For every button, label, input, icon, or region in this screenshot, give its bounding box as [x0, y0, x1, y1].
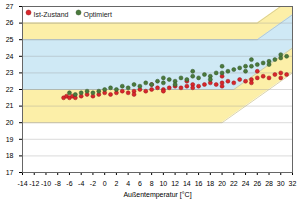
svg-text:17: 17: [6, 169, 14, 176]
svg-text:-12: -12: [29, 180, 39, 187]
svg-text:14: 14: [183, 180, 191, 187]
svg-text:-8: -8: [55, 180, 61, 187]
svg-text:24: 24: [6, 53, 14, 60]
svg-text:20: 20: [218, 180, 226, 187]
svg-text:21: 21: [6, 102, 14, 109]
svg-text:12: 12: [171, 180, 179, 187]
svg-text:2: 2: [114, 180, 118, 187]
svg-text:10: 10: [159, 180, 167, 187]
svg-text:22: 22: [6, 86, 14, 93]
svg-text:Ist-Zustand: Ist-Zustand: [34, 11, 69, 18]
svg-text:23: 23: [6, 69, 14, 76]
svg-text:8: 8: [150, 180, 154, 187]
svg-text:Außentemperatur [°C]: Außentemperatur [°C]: [123, 191, 191, 199]
svg-text:26: 26: [253, 180, 261, 187]
svg-text:18: 18: [6, 152, 14, 159]
svg-text:-10: -10: [41, 180, 51, 187]
svg-text:22: 22: [230, 180, 238, 187]
svg-text:26: 26: [6, 19, 14, 26]
svg-text:-6: -6: [66, 180, 72, 187]
svg-text:Optimiert: Optimiert: [84, 11, 112, 19]
svg-text:4: 4: [126, 180, 130, 187]
svg-text:30: 30: [277, 180, 285, 187]
svg-text:-2: -2: [90, 180, 96, 187]
svg-text:-4: -4: [78, 180, 84, 187]
svg-text:20: 20: [6, 119, 14, 126]
svg-text:19: 19: [6, 136, 14, 143]
svg-text:25: 25: [6, 36, 14, 43]
svg-text:6: 6: [138, 180, 142, 187]
svg-text:0: 0: [103, 180, 107, 187]
svg-text:-14: -14: [17, 180, 27, 187]
svg-text:28: 28: [265, 180, 273, 187]
svg-text:16: 16: [195, 180, 203, 187]
svg-text:24: 24: [242, 180, 250, 187]
svg-text:27: 27: [6, 3, 14, 10]
svg-text:18: 18: [206, 180, 214, 187]
svg-text:32: 32: [289, 180, 297, 187]
